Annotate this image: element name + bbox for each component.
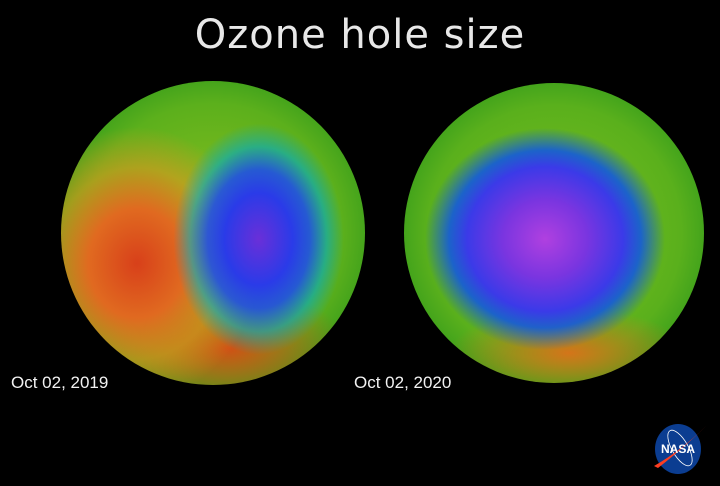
globe-shading bbox=[61, 81, 365, 385]
svg-text:NASA: NASA bbox=[661, 442, 695, 456]
nasa-logo: NASA bbox=[654, 424, 706, 474]
globe-shading bbox=[404, 83, 704, 383]
page-title: Ozone hole size bbox=[194, 12, 526, 58]
ozone-globe-2020 bbox=[404, 83, 704, 383]
ozone-globe-2019 bbox=[61, 81, 365, 385]
date-label-2019: Oct 02, 2019 bbox=[11, 373, 109, 392]
date-label-2020: Oct 02, 2020 bbox=[354, 373, 452, 392]
